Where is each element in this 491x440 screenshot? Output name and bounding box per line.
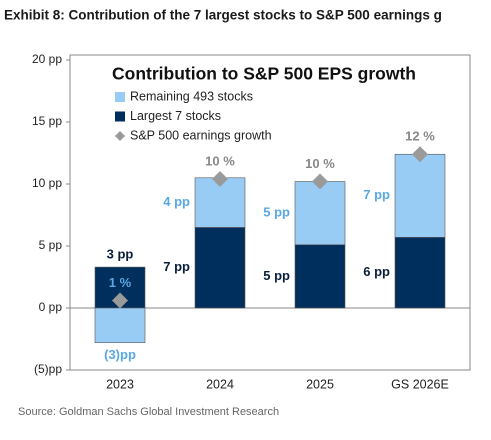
legend-label: S&P 500 earnings growth bbox=[130, 128, 272, 142]
bar-label: 5 pp bbox=[263, 268, 290, 283]
bar-segment bbox=[94, 307, 146, 344]
bar-segment bbox=[294, 244, 346, 309]
bar-label: 6 pp bbox=[363, 264, 390, 279]
growth-label: 10 % bbox=[305, 156, 335, 171]
legend-marker bbox=[115, 131, 125, 141]
x-tick-label: GS 2026E bbox=[391, 377, 449, 391]
legend-label: Remaining 493 stocks bbox=[130, 89, 253, 103]
exhibit-title: Exhibit 8: Contribution of the 7 largest… bbox=[4, 8, 442, 23]
x-tick-label: 2025 bbox=[306, 377, 334, 391]
x-tick-label: 2023 bbox=[106, 377, 134, 391]
growth-marker bbox=[412, 146, 428, 163]
source: Source: Goldman Sachs Global Investment … bbox=[18, 406, 279, 418]
growth-marker bbox=[112, 292, 128, 309]
bar-segment bbox=[194, 227, 246, 309]
y-tick-label: 10 pp bbox=[32, 176, 62, 190]
bar-segment bbox=[294, 181, 346, 246]
y-tick-label: 15 pp bbox=[32, 114, 62, 128]
growth-label: 10 % bbox=[205, 153, 235, 168]
y-tick-label: 5 pp bbox=[39, 238, 63, 252]
growth-marker bbox=[312, 173, 328, 190]
legend-swatch bbox=[115, 92, 125, 102]
bar-label: 5 pp bbox=[263, 205, 290, 220]
y-tick-label: 0 pp bbox=[39, 300, 63, 314]
bar-segment bbox=[394, 153, 446, 238]
bar-label: (3)pp bbox=[104, 347, 136, 362]
plot-frame bbox=[69, 54, 471, 371]
x-tick-label: 2024 bbox=[206, 377, 234, 391]
bar-label: 4 pp bbox=[163, 194, 190, 209]
y-tick-label: (5)pp bbox=[34, 362, 62, 376]
chart-title: Contribution to S&P 500 EPS growth bbox=[112, 64, 416, 84]
growth-marker bbox=[212, 171, 228, 188]
bar-label: 7 pp bbox=[363, 187, 390, 202]
bar-label: 3 pp bbox=[107, 247, 134, 262]
y-tick-label: 20 pp bbox=[32, 52, 62, 66]
legend-swatch bbox=[115, 111, 125, 122]
growth-label: 1 % bbox=[109, 275, 132, 290]
bar-label: 7 pp bbox=[163, 259, 190, 274]
legend-label: Largest 7 stocks bbox=[130, 109, 221, 123]
growth-label: 12 % bbox=[405, 129, 435, 144]
bar-segment bbox=[394, 237, 446, 309]
